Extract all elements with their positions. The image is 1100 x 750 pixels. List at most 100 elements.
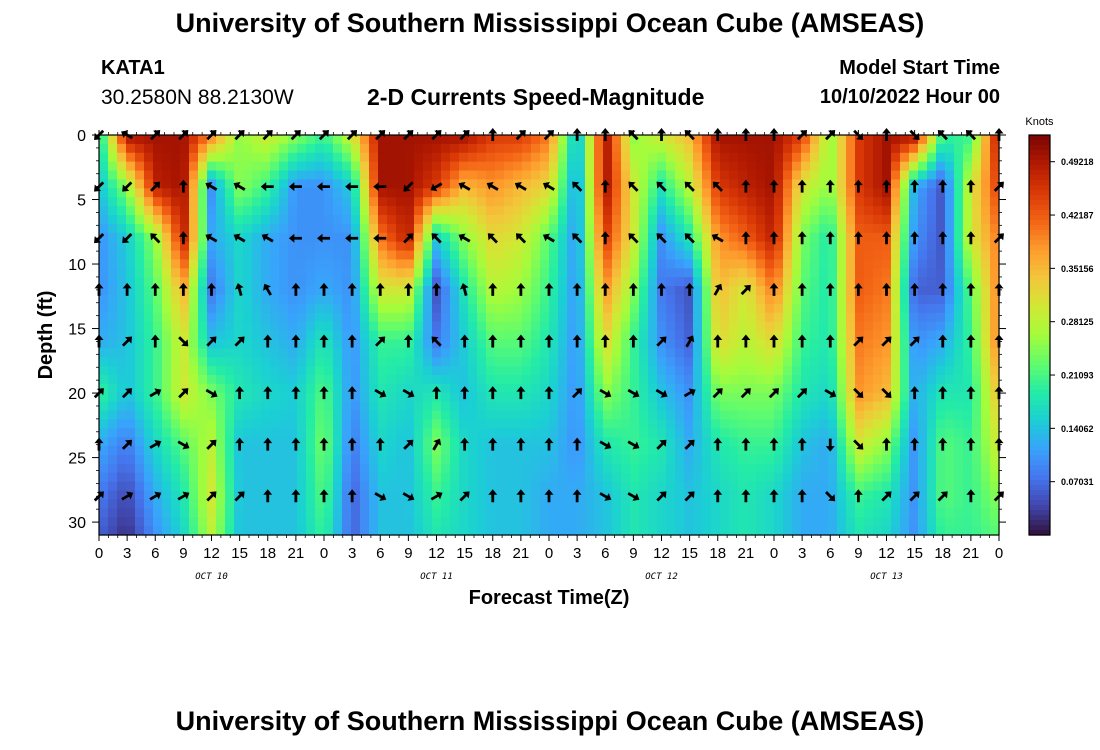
heatmap-cell <box>225 312 235 323</box>
heatmap-cell <box>621 499 631 509</box>
heatmap-cell <box>873 303 883 314</box>
heatmap-cell <box>243 463 253 474</box>
heatmap-cell <box>621 348 631 358</box>
heatmap-cell <box>765 143 775 154</box>
heatmap-cell <box>603 250 613 261</box>
heatmap-cell <box>252 490 262 501</box>
heatmap-cell <box>882 455 892 465</box>
heatmap-cell <box>216 339 226 349</box>
heatmap-cell <box>873 526 883 536</box>
heatmap-cell <box>234 135 244 145</box>
heatmap-cell <box>135 197 145 207</box>
x-tick-label: 6 <box>601 545 609 562</box>
heatmap-cell <box>306 499 316 509</box>
heatmap-cell <box>288 508 298 518</box>
heatmap-cell <box>720 375 730 385</box>
heatmap-cell <box>774 472 784 483</box>
heatmap-cell <box>324 472 334 483</box>
heatmap-cell <box>189 499 199 509</box>
heatmap-cell <box>918 277 928 287</box>
heatmap-cell <box>351 215 361 225</box>
heatmap-cell <box>288 170 298 181</box>
heatmap-cell <box>918 366 928 376</box>
heatmap-cell <box>297 437 307 447</box>
heatmap-cell <box>99 357 109 367</box>
heatmap-cell <box>468 295 478 305</box>
heatmap-cell <box>351 135 361 145</box>
heatmap-cell <box>693 437 703 447</box>
heatmap-cell <box>135 215 145 225</box>
heatmap-cell <box>522 295 532 305</box>
heatmap-cell <box>945 197 955 207</box>
heatmap-cell <box>522 321 532 332</box>
heatmap-cell <box>711 135 721 145</box>
heatmap-cell <box>306 357 316 367</box>
heatmap-cell <box>135 303 145 314</box>
heatmap-cell <box>504 143 514 154</box>
heatmap-cell <box>135 410 145 421</box>
heatmap-cell <box>612 143 622 154</box>
heatmap-cell <box>639 357 649 367</box>
heatmap-cell <box>918 232 928 243</box>
heatmap-cell <box>882 303 892 314</box>
heatmap-cell <box>693 330 703 341</box>
heatmap-cell <box>297 517 307 527</box>
heatmap-cell <box>135 348 145 358</box>
heatmap-cell <box>369 455 379 465</box>
heatmap-cell <box>441 286 451 296</box>
heatmap-cell <box>270 472 280 483</box>
heatmap-cell <box>234 348 244 358</box>
x-tick-label: 15 <box>456 545 473 562</box>
heatmap-cell <box>882 188 892 198</box>
heatmap-cell <box>252 526 262 536</box>
heatmap-cell <box>972 259 982 269</box>
heatmap-cell <box>495 410 505 421</box>
heatmap-cell <box>189 339 199 349</box>
heatmap-cell <box>882 161 892 172</box>
heatmap-cell <box>558 339 568 349</box>
heatmap-cell <box>891 179 901 189</box>
heatmap-cell <box>477 268 487 278</box>
heatmap-cell <box>963 472 973 483</box>
heatmap-cell <box>162 481 172 492</box>
heatmap-cell <box>657 526 667 536</box>
heatmap-cell <box>153 428 163 438</box>
heatmap-cell <box>369 446 379 456</box>
heatmap-cell <box>414 366 424 376</box>
heatmap-cell <box>972 321 982 332</box>
heatmap-cell <box>324 490 334 501</box>
heatmap-cell <box>585 303 595 314</box>
heatmap-cell <box>387 401 397 412</box>
heatmap-cell <box>243 383 253 394</box>
heatmap-cell <box>792 179 802 189</box>
heatmap-cell <box>342 446 352 456</box>
heatmap-cell <box>198 170 208 181</box>
heatmap-cell <box>459 170 469 181</box>
heatmap-cell <box>180 428 190 438</box>
heatmap-cell <box>693 188 703 198</box>
heatmap-cell <box>927 179 937 189</box>
heatmap-cell <box>945 392 955 403</box>
heatmap-cell <box>882 268 892 278</box>
heatmap-cell <box>171 428 181 438</box>
heatmap-cell <box>225 437 235 447</box>
heatmap-cell <box>459 410 469 421</box>
heatmap-cell <box>558 437 568 447</box>
heatmap-cell <box>855 135 865 145</box>
heatmap-cell <box>585 143 595 154</box>
heatmap-cell <box>378 161 388 172</box>
heatmap-cell <box>405 188 415 198</box>
heatmap-cell <box>585 455 595 465</box>
heatmap-cell <box>243 330 253 341</box>
heatmap-cell <box>414 437 424 447</box>
heatmap-cell <box>387 321 397 332</box>
heatmap-cell <box>936 357 946 367</box>
current-arrow <box>121 388 133 399</box>
heatmap-cell <box>153 170 163 181</box>
heatmap-cell <box>171 410 181 421</box>
heatmap-cell <box>981 392 991 403</box>
heatmap-cell <box>747 259 757 269</box>
heatmap-cell <box>279 499 289 509</box>
heatmap-cell <box>639 188 649 198</box>
heatmap-cell <box>855 339 865 349</box>
